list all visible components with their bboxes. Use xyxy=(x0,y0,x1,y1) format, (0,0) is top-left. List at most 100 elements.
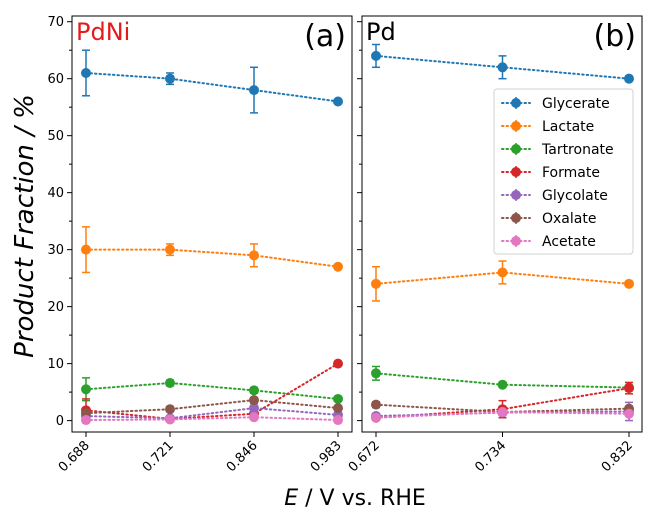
x-tick-label: 0.672 xyxy=(346,438,383,475)
y-tick-label: 70 xyxy=(47,15,64,30)
data-point xyxy=(371,368,381,379)
data-point xyxy=(333,393,343,404)
data-point xyxy=(624,383,634,394)
legend-marker xyxy=(511,121,521,131)
legend-marker xyxy=(511,167,521,177)
data-point xyxy=(249,395,259,406)
data-point xyxy=(165,414,175,425)
legend-item-oxalate: Oxalate xyxy=(501,211,596,227)
data-point xyxy=(624,408,634,419)
series-line xyxy=(85,407,339,420)
data-point xyxy=(165,244,175,255)
panel-tag: (b) xyxy=(594,19,636,54)
data-point xyxy=(371,412,381,423)
y-tick-label: 50 xyxy=(47,129,64,144)
legend-item-glycolate: Glycolate xyxy=(501,188,608,204)
x-tick-label: 0.688 xyxy=(56,438,93,475)
data-point xyxy=(81,384,91,395)
series-glycolate xyxy=(81,402,343,424)
x-tick-label: 0.832 xyxy=(599,438,636,475)
x-axis-label-unit: / V vs. RHE xyxy=(298,486,426,509)
legend-marker xyxy=(511,213,521,223)
series-glycerate xyxy=(81,49,343,114)
legend-marker xyxy=(511,98,521,108)
y-tick-label: 40 xyxy=(47,186,64,201)
series-acetate xyxy=(81,412,343,426)
data-point xyxy=(81,244,91,255)
plot-frame xyxy=(71,15,353,433)
series-line xyxy=(85,381,339,400)
legend-label: Lactate xyxy=(542,119,594,135)
data-point xyxy=(497,62,508,73)
data-point xyxy=(249,250,259,261)
y-axis-label: Product Fraction / % xyxy=(10,94,40,358)
data-point xyxy=(249,412,259,423)
x-tick-label: 0.983 xyxy=(308,438,345,475)
data-point xyxy=(249,85,259,96)
legend-item-formate: Formate xyxy=(501,165,600,181)
legend: Glycerate Lactate Tartronate Formate Glycola… xyxy=(493,88,634,255)
data-point xyxy=(81,415,91,426)
data-point xyxy=(249,385,259,396)
data-point xyxy=(371,50,381,61)
series-tartronate xyxy=(371,365,634,393)
data-point xyxy=(333,261,343,272)
legend-label: Glycolate xyxy=(542,188,608,204)
x-axis-label: E / V vs. RHE xyxy=(284,486,426,509)
series-oxalate xyxy=(81,395,343,419)
data-point xyxy=(624,73,634,84)
legend-label: Oxalate xyxy=(542,211,596,227)
legend-label: Glycerate xyxy=(542,96,610,112)
legend-marker xyxy=(511,144,521,154)
data-point xyxy=(624,278,634,289)
legend-item-acetate: Acetate xyxy=(501,234,596,250)
series-line xyxy=(85,248,339,268)
series-line xyxy=(85,399,339,415)
series-line xyxy=(85,71,339,103)
legend-label: Tartronate xyxy=(541,142,614,158)
data-point xyxy=(165,377,175,388)
x-tick-label: 0.734 xyxy=(472,438,509,475)
y-tick-label: 10 xyxy=(47,357,64,372)
y-tick-label: 0 xyxy=(56,414,64,429)
data-point xyxy=(81,67,91,78)
series-line xyxy=(85,416,339,422)
x-tick-label: 0.721 xyxy=(140,438,177,475)
data-point xyxy=(497,379,508,390)
data-point xyxy=(371,278,381,289)
legend-label: Formate xyxy=(542,165,600,181)
legend-box xyxy=(493,88,634,255)
series-line xyxy=(85,362,339,420)
data-point xyxy=(333,358,343,369)
legend-label: Acetate xyxy=(542,234,596,250)
panel-a: 0 10 20 30 40 50 60 70 0.688 0.721 0.846 0.983 (a) Pd… xyxy=(47,15,353,475)
legend-item-lactate: Lactate xyxy=(501,119,594,135)
data-point xyxy=(333,96,343,107)
series-lactate xyxy=(81,226,343,274)
data-point xyxy=(497,267,508,278)
panel-tag: (a) xyxy=(304,19,346,54)
data-point xyxy=(81,408,91,419)
legend-item-tartronate: Tartronate xyxy=(501,142,614,158)
x-axis-label-variable: E xyxy=(284,486,298,509)
panel-name: PdNi xyxy=(76,18,130,46)
legend-marker xyxy=(511,236,521,246)
data-point xyxy=(165,404,175,415)
data-point xyxy=(371,399,381,410)
y-tick-label: 30 xyxy=(47,243,64,258)
series-lactate xyxy=(371,260,634,302)
series-glycerate xyxy=(371,43,634,84)
series-tartronate xyxy=(81,377,343,404)
legend-marker xyxy=(511,190,521,200)
y-tick-label: 60 xyxy=(47,72,64,87)
data-point xyxy=(333,415,343,426)
data-point xyxy=(249,403,259,414)
data-point xyxy=(333,403,343,414)
legend-item-glycerate: Glycerate xyxy=(501,96,610,112)
panel-name: Pd xyxy=(366,18,396,46)
data-point xyxy=(497,407,508,418)
x-tick-label: 0.846 xyxy=(224,438,261,475)
data-point xyxy=(165,73,175,84)
series-acetate xyxy=(371,407,634,423)
